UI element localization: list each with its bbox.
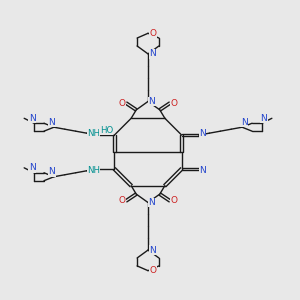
Text: NH: NH: [87, 166, 100, 175]
Text: N: N: [49, 167, 55, 176]
Text: N: N: [261, 114, 267, 123]
Text: O: O: [149, 29, 157, 38]
Text: HO: HO: [100, 126, 113, 135]
Text: O: O: [170, 99, 177, 108]
Text: N: N: [150, 246, 156, 255]
Text: N: N: [29, 163, 35, 172]
Text: N: N: [150, 50, 156, 58]
Text: N: N: [49, 118, 55, 127]
Text: NH: NH: [87, 129, 100, 138]
Text: O: O: [170, 196, 177, 205]
Text: N: N: [199, 166, 206, 175]
Text: O: O: [119, 99, 126, 108]
Text: N: N: [199, 129, 206, 138]
Text: N: N: [148, 97, 155, 106]
Text: N: N: [148, 198, 155, 207]
Text: O: O: [149, 266, 157, 275]
Text: N: N: [241, 118, 248, 127]
Text: O: O: [119, 196, 126, 205]
Text: N: N: [29, 114, 35, 123]
